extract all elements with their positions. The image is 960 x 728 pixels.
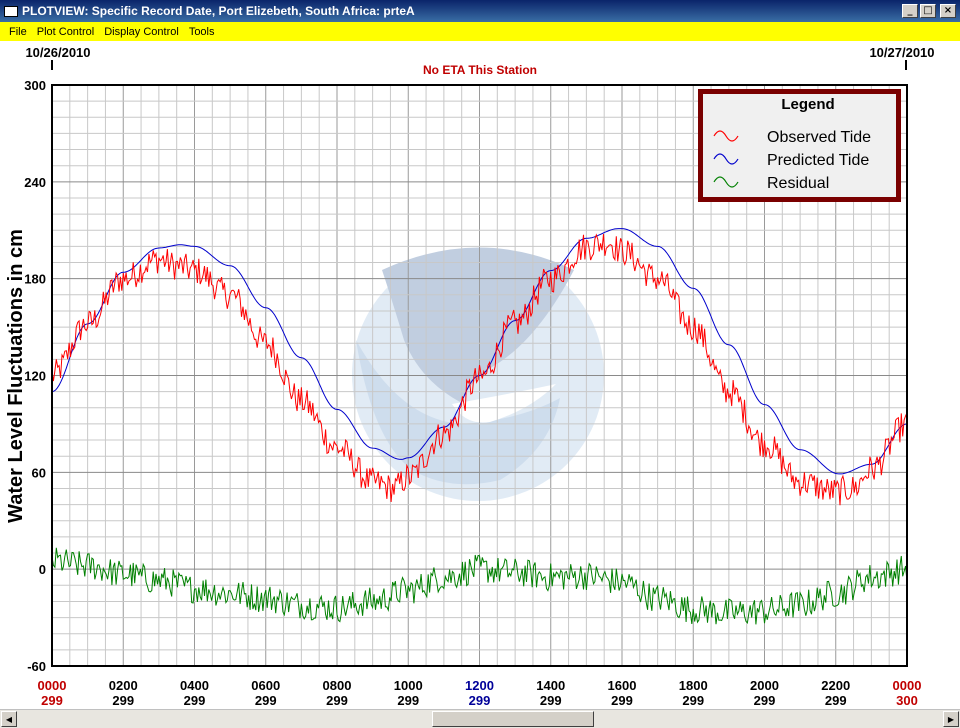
window-title: PLOTVIEW: Specific Record Date, Port Eli… bbox=[22, 4, 415, 18]
x-tick-label: 2200 bbox=[821, 678, 850, 693]
menu-plot-control[interactable]: Plot Control bbox=[36, 25, 95, 38]
x-tick-label: 1800 bbox=[679, 678, 708, 693]
x-tick-day-label: 299 bbox=[682, 693, 704, 708]
x-tick-day-label: 299 bbox=[540, 693, 562, 708]
x-tick-labels: 0000299020029904002990600299080029910002… bbox=[38, 678, 922, 708]
date-right-label: 10/27/2010 bbox=[869, 45, 934, 60]
chart-series bbox=[51, 228, 908, 625]
series-line-residual bbox=[51, 547, 908, 625]
plot-frame bbox=[51, 84, 908, 667]
x-tick-label: 1600 bbox=[608, 678, 637, 693]
x-tick-day-label: 299 bbox=[469, 693, 491, 708]
legend[interactable]: Legend Observed Tide Predicted Tide Resi… bbox=[698, 89, 901, 202]
legend-predicted-swatch bbox=[713, 153, 739, 165]
y-tick-label: 60 bbox=[32, 465, 46, 480]
close-button[interactable]: × bbox=[940, 4, 956, 18]
y-tick-label: 300 bbox=[24, 78, 46, 93]
app-icon bbox=[4, 5, 18, 17]
window-title-bar[interactable]: PLOTVIEW: Specific Record Date, Port Eli… bbox=[0, 0, 960, 22]
x-tick-day-label: 299 bbox=[112, 693, 134, 708]
series-line-observed-tide bbox=[51, 233, 908, 506]
legend-observed-label: Observed Tide bbox=[767, 129, 871, 146]
tide-chart[interactable]: 10/26/2010 10/27/2010 No ETA This Statio… bbox=[0, 41, 960, 709]
x-tick-day-label: 299 bbox=[41, 693, 63, 708]
maximize-button[interactable]: □ bbox=[920, 4, 936, 18]
x-tick-label: 0800 bbox=[323, 678, 352, 693]
series-line-predicted-tide bbox=[51, 228, 908, 475]
y-tick-label: 240 bbox=[24, 175, 46, 190]
horizontal-scrollbar[interactable]: ◀ ▶ bbox=[0, 709, 960, 728]
x-tick-label: 0000 bbox=[38, 678, 67, 693]
x-tick-label: 1200 bbox=[465, 678, 494, 693]
x-tick-label: 2000 bbox=[750, 678, 779, 693]
x-tick-label: 0600 bbox=[251, 678, 280, 693]
menu-display-control[interactable]: Display Control bbox=[104, 25, 179, 38]
menu-file[interactable]: File bbox=[9, 25, 27, 38]
minimize-button[interactable]: _ bbox=[902, 4, 918, 18]
x-tick-label: 0200 bbox=[109, 678, 138, 693]
legend-residual-swatch bbox=[713, 176, 739, 188]
legend-residual-label: Residual bbox=[767, 175, 829, 192]
legend-box bbox=[703, 94, 896, 197]
x-tick-day-label: 300 bbox=[896, 693, 918, 708]
eta-status-text: No ETA This Station bbox=[423, 63, 537, 77]
scroll-left-icon[interactable]: ◀ bbox=[1, 711, 17, 727]
x-tick-label: 0400 bbox=[180, 678, 209, 693]
legend-predicted-label: Predicted Tide bbox=[767, 152, 869, 169]
x-tick-day-label: 299 bbox=[184, 693, 206, 708]
plot-area[interactable]: 10/26/2010 10/27/2010 No ETA This Statio… bbox=[0, 41, 960, 709]
x-tick-day-label: 299 bbox=[326, 693, 348, 708]
y-axis-label: Water Level Fluctuations in cm bbox=[5, 229, 27, 523]
noaa-watermark bbox=[352, 247, 604, 501]
legend-title: Legend bbox=[781, 96, 834, 113]
x-tick-day-label: 299 bbox=[255, 693, 277, 708]
y-tick-label: 0 bbox=[39, 562, 46, 577]
y-tick-label: 180 bbox=[24, 272, 46, 287]
x-tick-label: 1000 bbox=[394, 678, 423, 693]
scroll-right-icon[interactable]: ▶ bbox=[943, 711, 959, 727]
y-tick-label: -60 bbox=[27, 659, 46, 674]
x-tick-day-label: 299 bbox=[611, 693, 633, 708]
x-tick-label: 0000 bbox=[893, 678, 922, 693]
x-tick-day-label: 299 bbox=[825, 693, 847, 708]
menu-bar: File Plot Control Display Control Tools bbox=[0, 22, 960, 41]
y-tick-label: 120 bbox=[24, 369, 46, 384]
x-tick-label: 1400 bbox=[536, 678, 565, 693]
x-tick-day-label: 299 bbox=[397, 693, 419, 708]
legend-observed-swatch bbox=[713, 130, 739, 142]
date-left-label: 10/26/2010 bbox=[25, 45, 90, 60]
y-tick-labels: 300 240 180 120 60 0 -60 bbox=[24, 78, 46, 674]
scroll-thumb[interactable] bbox=[432, 711, 594, 727]
menu-tools[interactable]: Tools bbox=[188, 25, 215, 38]
x-tick-day-label: 299 bbox=[754, 693, 776, 708]
